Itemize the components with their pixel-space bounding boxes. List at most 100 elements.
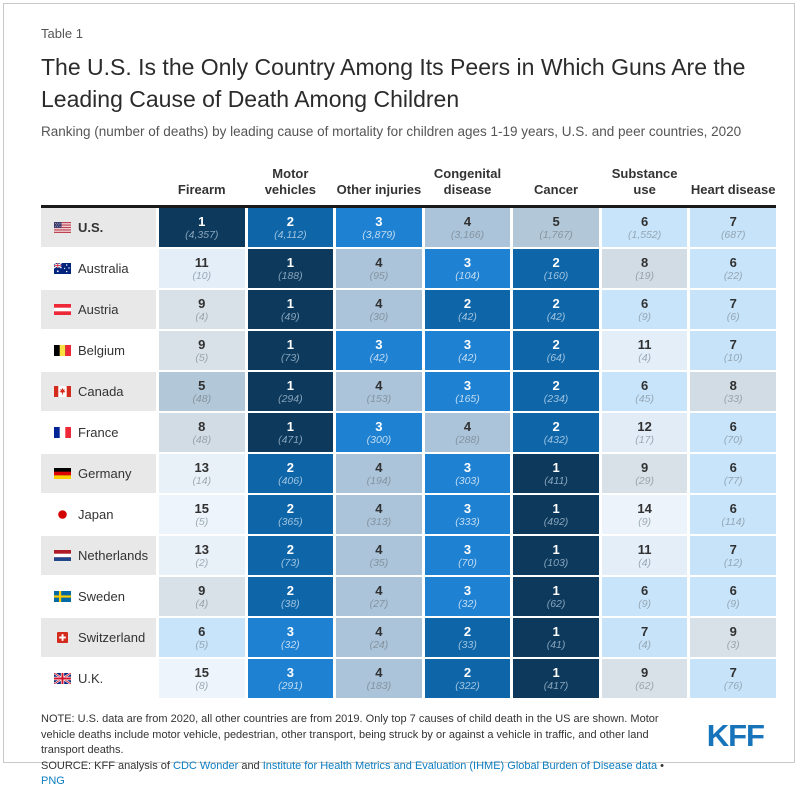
death-count: (17) xyxy=(635,433,654,446)
rank-value: 4 xyxy=(375,459,383,475)
death-count: (1,767) xyxy=(539,228,573,241)
source-prefix: SOURCE: KFF analysis of xyxy=(41,759,174,772)
death-count: (64) xyxy=(546,351,566,364)
rank-cell: 3 (42) xyxy=(336,331,422,370)
death-count: (5) xyxy=(195,351,209,364)
rank-cell: 9 (4) xyxy=(159,577,245,616)
country-label: U.K. xyxy=(41,659,156,698)
rank-cell: 4 (24) xyxy=(336,618,422,657)
footer: NOTE: U.S. data are from 2020, all other… xyxy=(41,712,776,790)
death-count: (48) xyxy=(192,433,212,446)
rank-cell: 13 (14) xyxy=(159,454,245,493)
death-count: (42) xyxy=(458,310,477,323)
rank-cell: 2 (234) xyxy=(513,372,599,411)
kff-logo: KFF xyxy=(706,718,765,753)
rank-value: 1 xyxy=(286,254,294,270)
death-count: (183) xyxy=(366,679,392,692)
country-name: Switzerland xyxy=(78,630,146,645)
flag-de-icon xyxy=(54,468,71,479)
rank-value: 5 xyxy=(198,377,206,393)
ihme-link[interactable]: Institute for Health Metrics and Evaluat… xyxy=(262,759,658,772)
death-count: (288) xyxy=(455,433,480,446)
rank-cell: 8 (48) xyxy=(159,413,245,452)
country-label: Belgium xyxy=(41,331,156,370)
rank-cell: 3 (333) xyxy=(424,495,511,534)
country-label: Germany xyxy=(41,454,156,493)
column-header: Substance use xyxy=(611,166,678,197)
rank-cell: 2 (160) xyxy=(513,249,599,288)
death-count: (300) xyxy=(366,433,392,446)
death-count: (4) xyxy=(638,351,652,364)
country-name: Austria xyxy=(78,302,119,317)
rank-value: 11 xyxy=(637,541,652,557)
country-name: U.S. xyxy=(78,220,104,235)
rank-cell: 3 (32) xyxy=(247,618,334,657)
death-count: (10) xyxy=(192,269,212,282)
rank-value: 3 xyxy=(463,582,472,598)
death-count: (5) xyxy=(195,515,209,528)
death-count: (492) xyxy=(543,515,569,528)
rank-value: 1 xyxy=(286,418,294,434)
rank-value: 3 xyxy=(286,623,294,639)
rank-value: 4 xyxy=(375,664,383,680)
rank-value: 2 xyxy=(552,336,560,352)
rank-value: 7 xyxy=(729,295,737,311)
death-count: (14) xyxy=(192,474,212,487)
death-count: (77) xyxy=(723,474,743,487)
death-count: (322) xyxy=(455,679,480,692)
column-header-row: Firearm Motor vehicles Other injuries Conge… xyxy=(41,159,776,208)
rank-cell: 4 (153) xyxy=(336,372,422,411)
rank-value: 3 xyxy=(463,541,472,557)
death-count: (3,879) xyxy=(362,228,396,241)
rank-value: 2 xyxy=(463,664,472,680)
rank-value: 7 xyxy=(729,664,737,680)
rank-cell: 6 (9) xyxy=(601,290,688,329)
death-count: (41) xyxy=(546,638,566,651)
page-subtitle: Ranking (number of deaths) by leading ca… xyxy=(41,124,742,139)
death-count: (165) xyxy=(455,392,480,405)
death-count: (8) xyxy=(195,679,209,692)
rank-value: 4 xyxy=(463,213,472,229)
death-count: (24) xyxy=(369,638,389,651)
rank-cell: 2 (322) xyxy=(424,659,511,698)
cdc-wonder-link[interactable]: CDC Wonder xyxy=(173,759,239,772)
rank-value: 1 xyxy=(286,336,294,352)
rank-cell: 13 (2) xyxy=(159,536,245,575)
rank-value: 1 xyxy=(198,213,206,229)
rank-value: 15 xyxy=(194,664,210,680)
death-count: (291) xyxy=(278,679,303,692)
country-name: Germany xyxy=(78,466,132,481)
death-count: (32) xyxy=(281,638,300,651)
country-label: France xyxy=(41,413,156,452)
flag-be-icon xyxy=(54,345,71,356)
death-count: (48) xyxy=(192,392,212,405)
rank-value: 6 xyxy=(198,623,206,639)
death-count: (73) xyxy=(281,556,300,569)
rank-value: 3 xyxy=(463,459,472,475)
death-count: (27) xyxy=(369,597,389,610)
death-count: (42) xyxy=(458,351,477,364)
rank-cell: 4 (95) xyxy=(336,249,422,288)
column-header-spacer xyxy=(41,159,156,205)
country-name: U.K. xyxy=(78,671,104,686)
rank-value: 4 xyxy=(375,623,383,639)
death-count: (6) xyxy=(726,310,740,323)
table-row: Australia 11 (10) 1 (188) 4 (95) 3 (104) 2 (160) 8(… xyxy=(41,249,776,288)
column-header: Other injuries xyxy=(336,182,422,197)
rank-cell: 3 (165) xyxy=(424,372,511,411)
death-count: (234) xyxy=(543,392,569,405)
rank-cell: 2 (64) xyxy=(513,331,599,370)
rank-cell: 11 (10) xyxy=(159,249,245,288)
page-title: The U.S. Is the Only Country Among Its P… xyxy=(41,54,746,112)
rank-value: 6 xyxy=(641,582,649,598)
rank-cell: 9 (3) xyxy=(690,618,776,657)
rank-value: 4 xyxy=(463,418,472,434)
table-row: France 8 (48) 1 (471) 3 (300) 4 (288) 2 (432) 12 (17… xyxy=(41,413,776,452)
rank-value: 6 xyxy=(641,377,649,393)
flag-jp-icon xyxy=(58,510,67,519)
rank-value: 15 xyxy=(194,500,210,516)
rank-value: 3 xyxy=(375,418,383,434)
country-label: Switzerland xyxy=(41,618,156,657)
rank-value: 9 xyxy=(198,295,206,311)
death-count: (313) xyxy=(366,515,392,528)
